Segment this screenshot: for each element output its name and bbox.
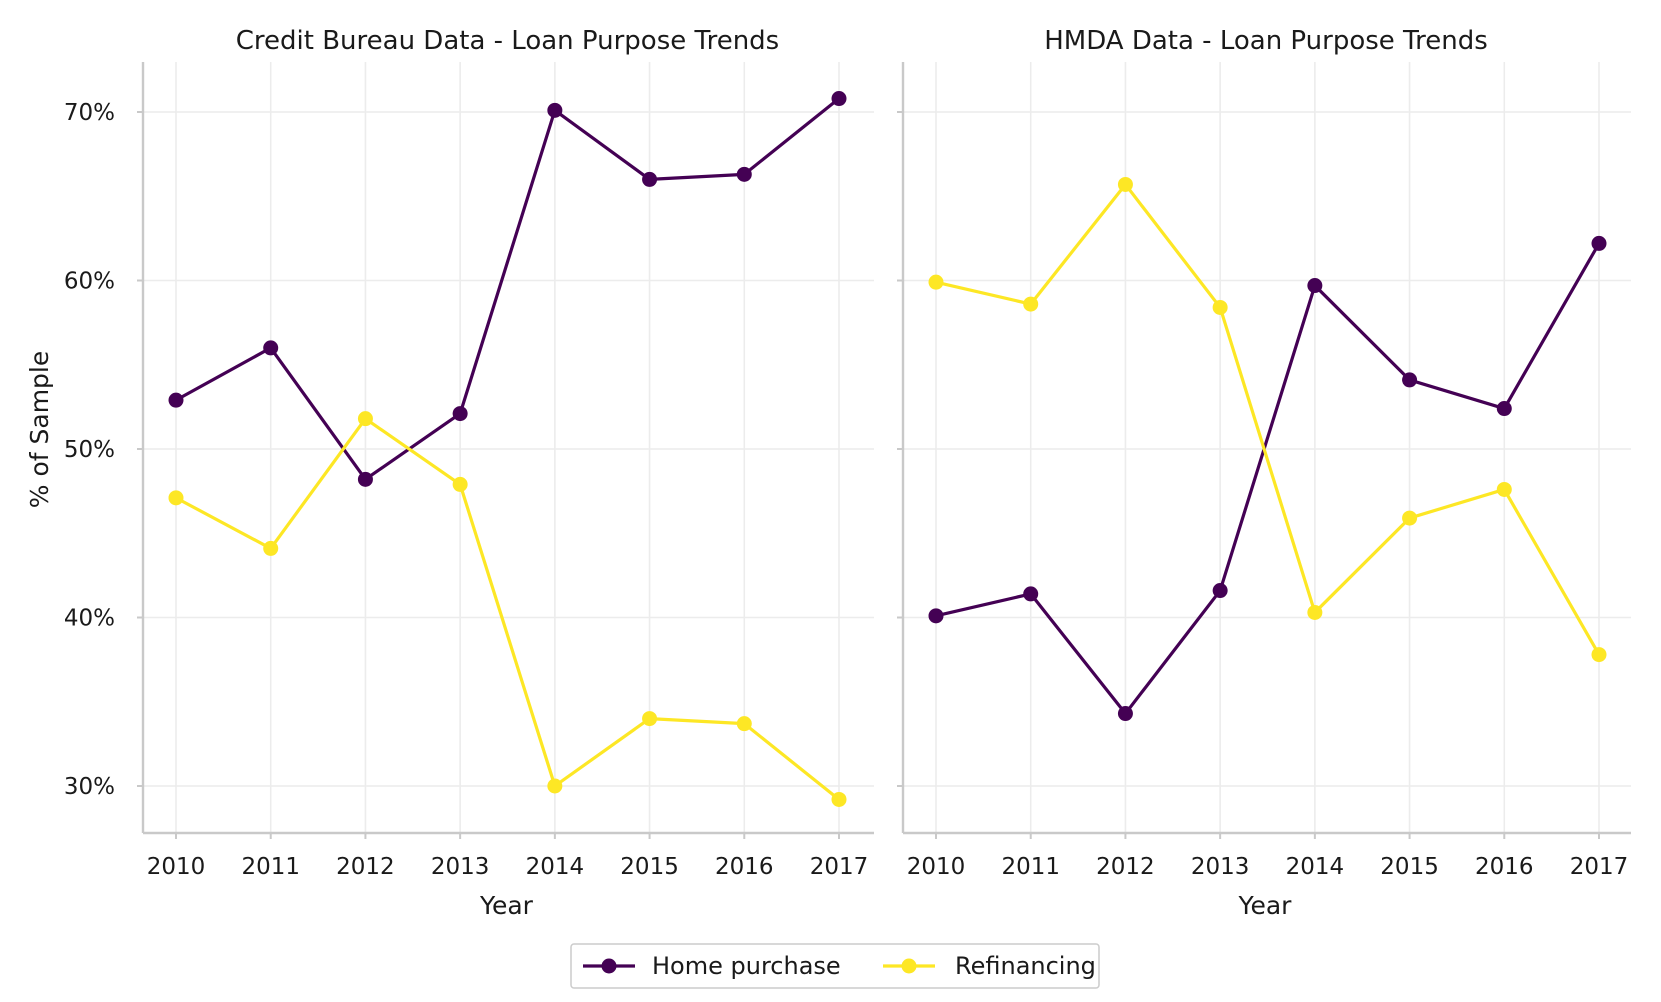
data-point <box>1212 299 1228 315</box>
data-point <box>1307 278 1323 294</box>
chart-title: HMDA Data - Loan Purpose Trends <box>1044 26 1488 56</box>
data-point <box>452 406 468 422</box>
data-point <box>928 608 944 624</box>
legend-label: Refinancing <box>955 952 1096 980</box>
data-point <box>1402 510 1418 526</box>
legend-marker <box>901 958 917 974</box>
x-tick-label: 2013 <box>431 854 490 880</box>
data-point <box>263 340 279 356</box>
legend-box <box>570 943 1100 989</box>
data-point <box>642 171 658 187</box>
series-1 <box>168 91 847 487</box>
x-tick-label: 2011 <box>241 854 300 880</box>
x-axis-label: Year <box>479 891 534 920</box>
data-point <box>831 91 847 107</box>
data-point <box>1496 481 1512 497</box>
x-tick-label: 2015 <box>620 854 679 880</box>
data-point <box>168 392 184 408</box>
y-tick-label: 70% <box>64 100 115 126</box>
x-tick-label: 2010 <box>907 854 966 880</box>
legend-marker <box>601 958 617 974</box>
x-tick-label: 2014 <box>1286 854 1345 880</box>
data-point <box>736 716 752 732</box>
data-point <box>1023 586 1039 602</box>
data-point <box>547 102 563 118</box>
data-point <box>642 711 658 727</box>
legend: Home purchase Refinancing <box>570 943 1100 989</box>
series-2 <box>928 176 1607 663</box>
data-point <box>168 490 184 506</box>
data-point <box>263 540 279 556</box>
series-1 <box>928 235 1607 722</box>
x-tick-label: 2015 <box>1380 854 1439 880</box>
series-line <box>174 417 841 802</box>
x-tick-label: 2016 <box>1475 854 1534 880</box>
chart-title: Credit Bureau Data - Loan Purpose Trends <box>236 26 779 56</box>
x-tick-label: 2016 <box>715 854 774 880</box>
x-tick-label: 2010 <box>147 854 206 880</box>
series-line <box>174 96 841 481</box>
series-2 <box>168 411 847 807</box>
x-axis-label: Year <box>1238 891 1293 920</box>
data-point <box>1307 604 1323 620</box>
data-point <box>452 476 468 492</box>
data-point <box>736 166 752 182</box>
data-point <box>357 471 373 487</box>
series-line <box>934 182 1601 657</box>
x-tick-label: 2013 <box>1191 854 1250 880</box>
x-tick-label: 2017 <box>810 854 869 880</box>
data-point <box>547 778 563 794</box>
y-tick-label: 60% <box>64 269 115 295</box>
series-line <box>934 241 1601 716</box>
x-tick-label: 2012 <box>1096 854 1155 880</box>
y-axis-label: % of Sample <box>25 351 54 508</box>
x-tick-label: 2011 <box>1001 854 1060 880</box>
data-point <box>928 274 944 290</box>
data-point <box>831 791 847 807</box>
data-point <box>1117 706 1133 722</box>
x-tick-label: 2012 <box>336 854 395 880</box>
data-point <box>1212 583 1228 599</box>
data-point <box>1496 401 1512 417</box>
data-point <box>1591 235 1607 251</box>
chart-panel-1: 2010 2011 2012 2013 2014 2015 2016 2017 30% 40% 50… <box>25 26 874 920</box>
x-tick-label: 2017 <box>1570 854 1629 880</box>
data-point <box>1023 296 1039 312</box>
x-tick-label: 2014 <box>526 854 585 880</box>
data-point <box>1591 647 1607 663</box>
y-tick-label: 50% <box>64 437 115 463</box>
legend-label: Home purchase <box>652 952 841 980</box>
y-tick-label: 40% <box>64 606 115 632</box>
chart-panel-2: 2010 2011 2012 2013 2014 2015 2016 2017 HMDA Dat… <box>897 26 1631 920</box>
data-point <box>357 411 373 427</box>
data-point <box>1117 176 1133 192</box>
data-point <box>1402 372 1418 388</box>
y-tick-label: 30% <box>64 774 115 800</box>
